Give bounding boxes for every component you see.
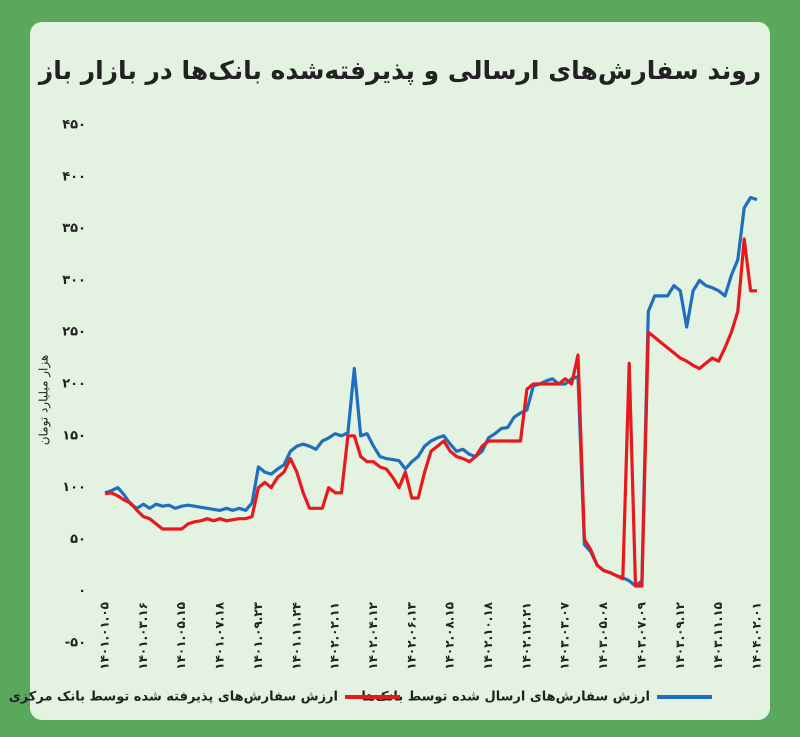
x-tick-label: ۱۴۰۱.۰۳.۱۶ bbox=[136, 602, 150, 670]
y-tick-label: ۲۵۰ bbox=[62, 325, 86, 340]
legend-label: ارزش سفارش‌های ارسال شده توسط بانک‌ها bbox=[361, 690, 650, 705]
y-tick-label: ۱۵۰ bbox=[62, 428, 86, 443]
x-tick-label: ۱۴۰۳.۰۵.۰۸ bbox=[596, 601, 610, 669]
x-tick-label: ۱۴۰۲.۰۸.۱۵ bbox=[443, 602, 457, 670]
y-axis-label: هزار میلیارد تومان bbox=[37, 355, 52, 446]
x-tick-label: ۱۴۰۲.۱۰.۱۸ bbox=[481, 601, 495, 669]
y-tick-label: ۰ bbox=[78, 584, 86, 599]
x-tick-label: ۱۴۰۳.۰۷.۰۹ bbox=[634, 601, 648, 669]
x-tick-label: ۱۴۰۱.۰۹.۲۳ bbox=[251, 601, 265, 669]
chart-title: روند سفارش‌های ارسالی و پذیرفته‌شده بانک… bbox=[37, 56, 761, 86]
y-tick-label: ۴۵۰ bbox=[62, 118, 86, 133]
legend-label: ارزش سفارش‌های پذیرفته شده توسط بانک مرک… bbox=[9, 690, 338, 705]
y-tick-label: ۳۰۰ bbox=[62, 273, 86, 288]
series-line bbox=[104, 237, 757, 588]
y-tick-label: -۵۰ bbox=[65, 636, 86, 651]
series-line bbox=[104, 195, 758, 588]
x-tick-label: ۱۴۰۲.۰۶.۱۳ bbox=[404, 601, 418, 669]
y-tick-label: ۴۰۰ bbox=[62, 169, 86, 184]
x-tick-label: ۱۴۰۲.۱۲.۲۱ bbox=[519, 602, 533, 670]
x-tick-label: ۱۴۰۱.۰۷.۱۸ bbox=[213, 601, 227, 669]
x-tick-label: ۱۴۰۳.۰۹.۱۲ bbox=[673, 601, 687, 669]
x-tick-label: ۱۴۰۳.۰۳.۰۷ bbox=[558, 601, 572, 669]
x-tick-label: ۱۴۰۱.۰۱.۰۵ bbox=[98, 602, 112, 670]
x-tick-label: ۱۴۰۳.۱۱.۱۵ bbox=[711, 602, 725, 670]
y-tick-label: ۱۰۰ bbox=[62, 480, 86, 495]
x-tick-label: ۱۴۰۴.۰۲.۰۱ bbox=[750, 602, 764, 670]
x-tick-label: ۱۴۰۱.۰۵.۱۵ bbox=[174, 602, 188, 670]
x-tick-label: ۱۴۰۲.۰۴.۱۲ bbox=[366, 601, 380, 669]
y-tick-label: ۳۵۰ bbox=[62, 221, 86, 236]
x-tick-label: ۱۴۰۲.۰۲.۱۱ bbox=[328, 602, 342, 670]
x-tick-label: ۱۴۰۱.۱۱.۲۴ bbox=[289, 602, 303, 670]
y-tick-label: ۵۰ bbox=[70, 532, 86, 547]
y-tick-label: ۲۰۰ bbox=[62, 377, 86, 392]
